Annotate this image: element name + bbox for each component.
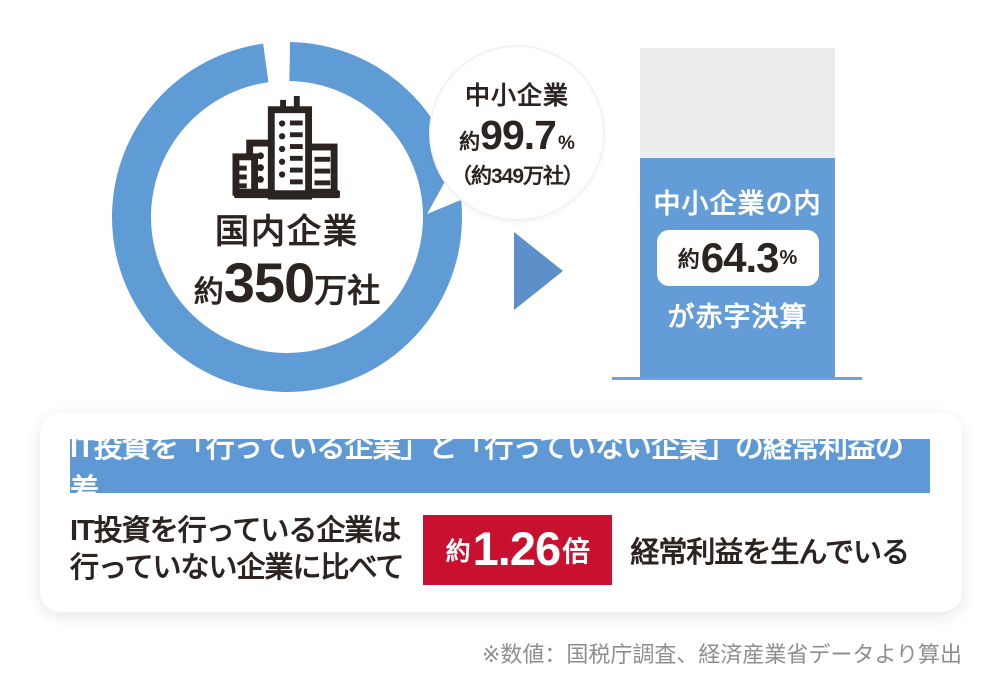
- bar-baseline: [612, 377, 862, 380]
- bubble-percent: 約 99.7 %: [459, 111, 575, 158]
- bar-label-bottom: が赤字決算: [667, 302, 808, 332]
- buildings-icon: [232, 95, 341, 200]
- speech-bubble: 中小企業 約 99.7 % （約349万社）: [431, 47, 603, 219]
- bar-value-unit: %: [779, 246, 798, 269]
- card-tail-text: 経常利益を生んでいる: [630, 537, 910, 569]
- bar-value-number: 64.3: [700, 234, 780, 281]
- donut-label: 国内企業: [215, 213, 359, 251]
- donut-chart: 国内企業 約 350 万社: [112, 42, 462, 392]
- bubble-percent-number: 99.7: [480, 111, 557, 158]
- bar-value-prefix: 約: [677, 247, 700, 272]
- bubble-percent-unit: %: [557, 132, 575, 154]
- ratio-unit: 倍: [562, 536, 591, 567]
- card-statement-line1: IT投資を行っている企業は: [70, 515, 401, 547]
- bar-label-top: 中小企業の内: [653, 189, 822, 219]
- donut-value-number: 350: [223, 251, 315, 314]
- card-statement: IT投資を行っている企業は 行っていない企業に比べて: [70, 513, 404, 587]
- donut-value-suffix: 万社: [314, 272, 381, 309]
- summary-card: IT投資を「行っている企業」と「行っていない企業」の経常利益の差 IT投資を行っ…: [40, 413, 962, 612]
- card-row: IT投資を行っている企業は 行っていない企業に比べて 約 1.26 倍 経常利益…: [70, 513, 932, 587]
- bar-value-box: 約 64.3 %: [656, 230, 819, 286]
- ratio-number: 1.26: [472, 521, 561, 575]
- right-arrow-icon: [514, 232, 563, 310]
- bar-chart: 中小企業の内 約 64.3 % が赤字決算: [640, 48, 835, 377]
- card-banner: IT投資を「行っている企業」と「行っていない企業」の経常利益の差: [70, 432, 930, 506]
- donut-value-prefix: 約: [193, 276, 224, 309]
- donut-value: 約 350 万社: [194, 255, 380, 312]
- bubble-percent-prefix: 約: [459, 130, 481, 154]
- ratio-badge: 約 1.26 倍: [423, 515, 613, 585]
- donut-center: 国内企業 約 350 万社: [112, 42, 462, 392]
- bar-segment-blue: 中小企業の内 約 64.3 % が赤字決算: [640, 158, 835, 377]
- bubble-title: 中小企業: [464, 81, 569, 110]
- ratio-prefix: 約: [445, 538, 471, 566]
- footnote: ※数値：国税庁調査、経済産業省データより算出: [482, 642, 962, 667]
- bar-segment-gray: [640, 48, 835, 158]
- bubble-subtext: （約349万社）: [450, 165, 584, 189]
- donut-ring: [112, 42, 462, 392]
- card-statement-line2: 行っていない企業に比べて: [70, 552, 404, 584]
